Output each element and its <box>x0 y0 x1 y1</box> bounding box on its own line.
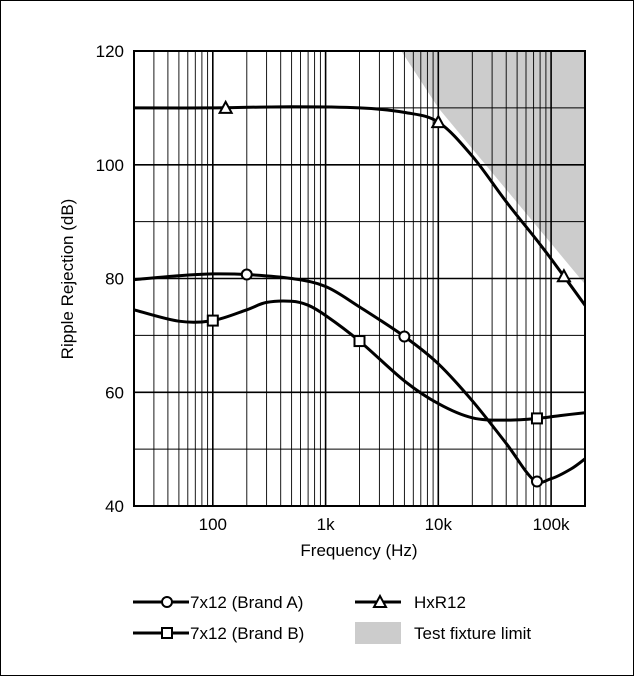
legend-label-brand-b: 7x12 (Brand B) <box>190 624 304 643</box>
legend-marker-brand-a <box>161 596 173 608</box>
x-tick-label: 10k <box>425 515 453 534</box>
y-tick-label: 100 <box>96 156 124 175</box>
legend-label-brand-a: 7x12 (Brand A) <box>190 593 303 612</box>
legend-swatch-test-fixture-limit <box>355 622 401 644</box>
series-marker-hxr12 <box>556 268 572 283</box>
y-axis-title: Ripple Rejection (dB) <box>58 199 77 360</box>
x-tick-label: 1k <box>317 515 335 534</box>
legend-label-hxr12: HxR12 <box>414 593 466 612</box>
x-tick-label: 100 <box>199 515 227 534</box>
legend-marker-hxr12 <box>372 593 388 608</box>
test-fixture-limit-region <box>401 51 585 285</box>
series-marker-brand-a <box>398 330 411 343</box>
series-marker-brand-b <box>530 412 543 425</box>
series-marker-brand-a <box>530 475 543 488</box>
series-marker-hxr12 <box>430 114 446 129</box>
series-marker-brand-b <box>206 314 219 327</box>
series-marker-brand-a <box>240 268 253 281</box>
legend-label-test-fixture-limit: Test fixture limit <box>414 624 531 643</box>
x-axis-title: Frequency (Hz) <box>300 541 417 560</box>
x-tick-label: 100k <box>533 515 570 534</box>
y-tick-label: 80 <box>105 270 124 289</box>
plot-area-border <box>133 50 586 507</box>
series-marker-brand-b <box>353 335 366 348</box>
legend-marker-brand-b <box>161 627 173 639</box>
series-marker-hxr12 <box>217 99 234 114</box>
y-tick-label: 40 <box>105 497 124 516</box>
legend: 7x12 (Brand A) 7x12 (Brand B) HxR12 Test fi… <box>133 593 531 644</box>
y-tick-label: 120 <box>96 42 124 61</box>
y-tick-label: 60 <box>105 383 124 402</box>
series-line-brand-b <box>134 299 585 422</box>
